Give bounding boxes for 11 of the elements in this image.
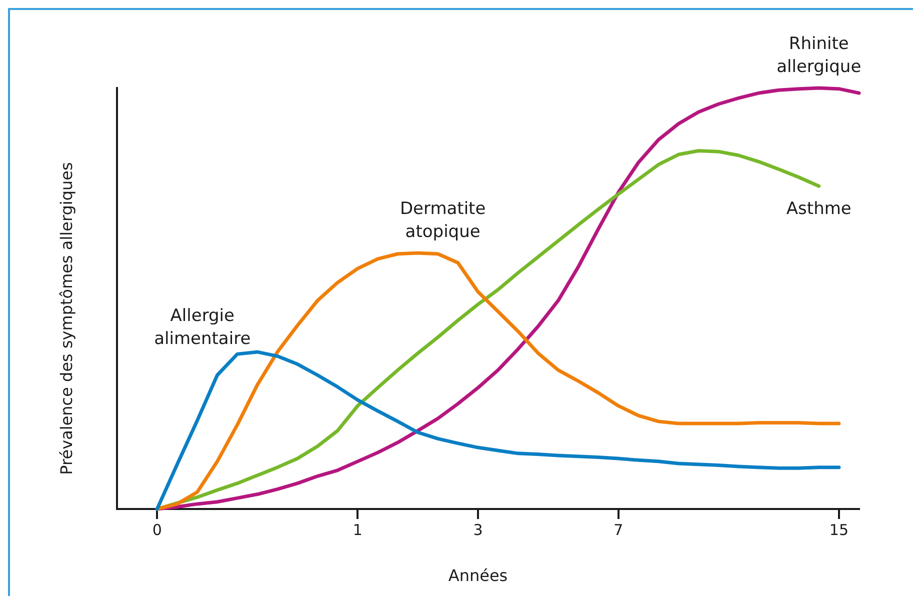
x-tick-label: 1 (352, 520, 362, 539)
y-axis-title: Prévalence des symptômes allergiques (57, 162, 76, 475)
x-axis-title: Années (448, 566, 508, 585)
series-label: Asthme (786, 199, 852, 220)
x-tick-label: 3 (473, 520, 483, 539)
series-label: Rhinite allergique (776, 34, 862, 77)
x-tick-label: 15 (829, 520, 848, 539)
x-tick-label: 7 (614, 520, 624, 539)
series-label: Allergie alimentaire (154, 306, 251, 349)
x-tick-label: 0 (152, 520, 162, 539)
series-label: Dermatite atopique (400, 199, 486, 242)
